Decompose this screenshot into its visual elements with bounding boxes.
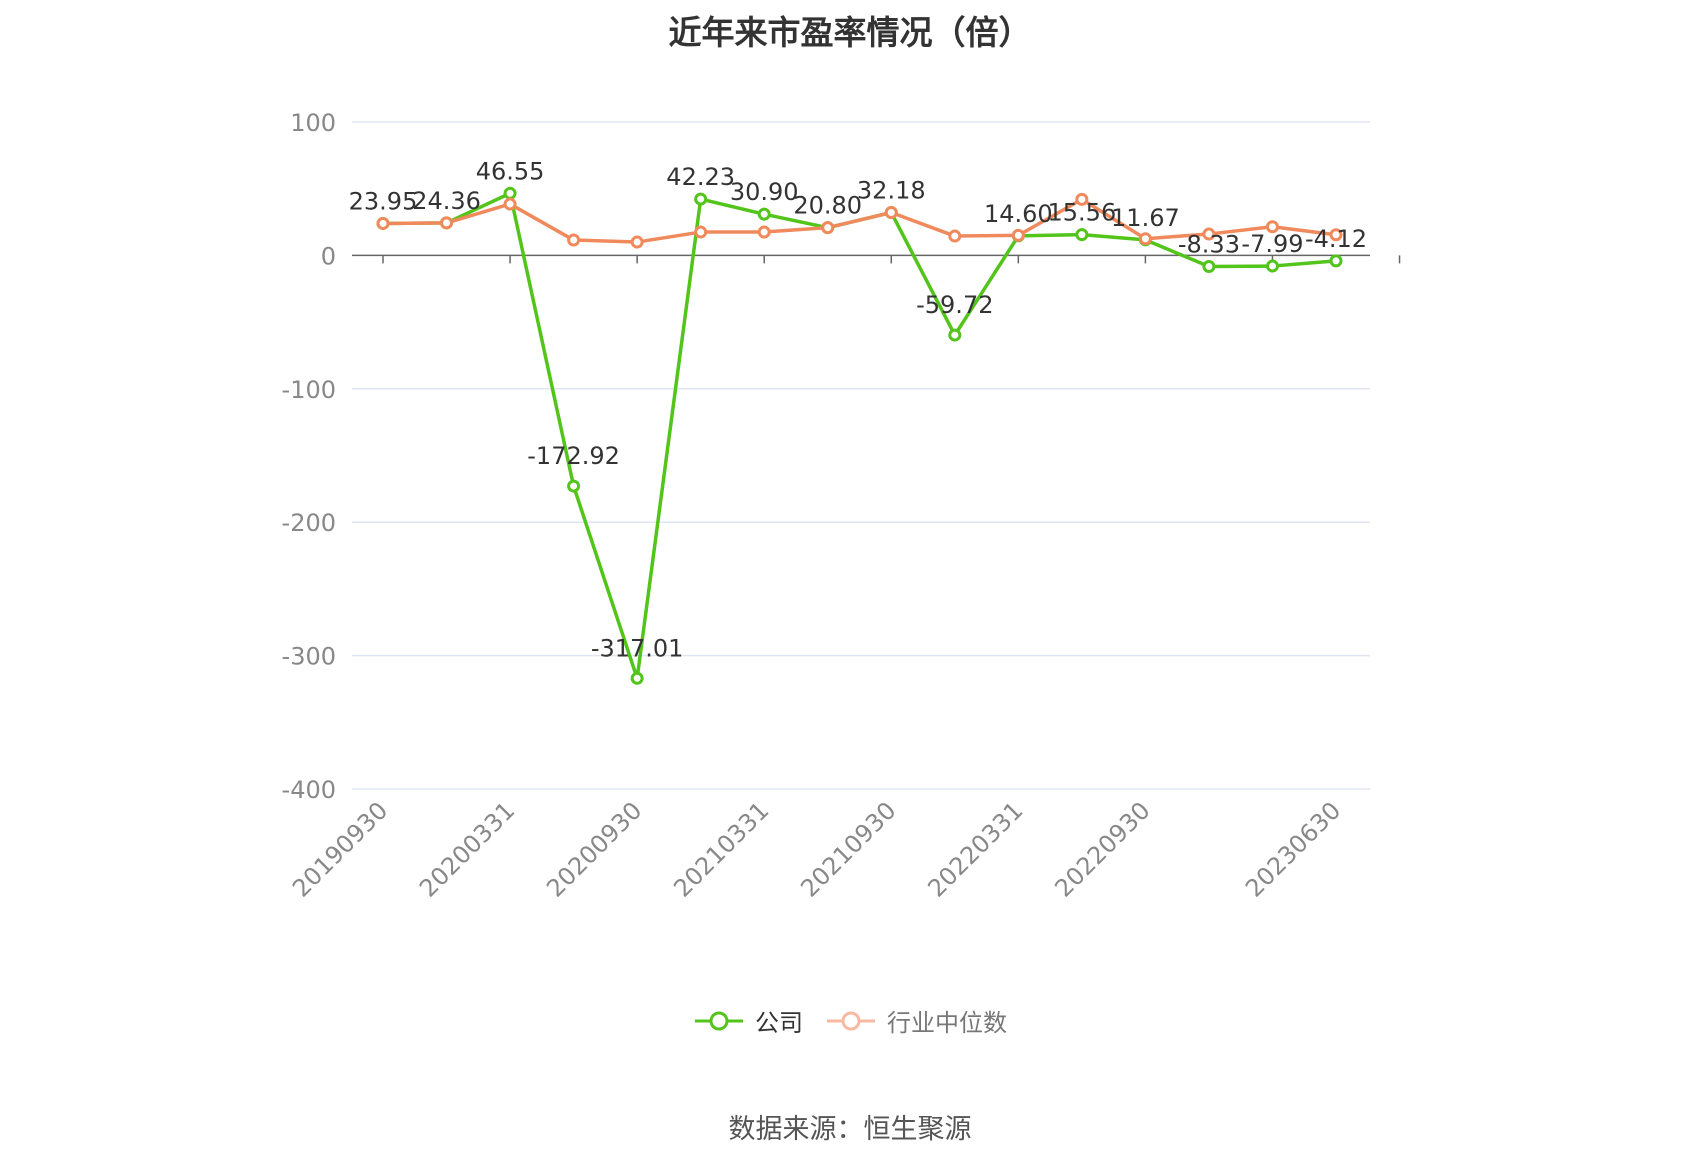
x-tick-label: 20220930 [1049,796,1155,902]
legend-item-company[interactable]: 公司 [693,1003,803,1038]
legend-item-industry[interactable]: 行业中位数 [825,1003,1007,1038]
company-point [567,479,581,493]
industry-point [757,225,771,239]
industry-point [567,233,581,247]
company-data-label: -59.72 [916,291,993,319]
data-source-note: 数据来源：恒生聚源 [728,1114,972,1145]
y-tick-label: -100 [282,376,336,404]
company-data-label: 23.95 [349,187,418,215]
legend-line-circle-icon [827,1011,875,1030]
company-data-label: 11.67 [1111,204,1180,232]
industry-point [1011,228,1025,242]
series-company-line [382,191,1337,681]
x-tick-label: 20190930 [287,796,393,902]
industry-point [1329,228,1343,242]
company-data-label: -172.92 [527,442,620,470]
company-data-label: 42.23 [666,163,735,191]
industry-point [948,229,962,243]
x-tick-label: 20200930 [541,796,647,902]
company-point [503,186,517,200]
x-tick-label: 20210331 [668,796,774,902]
company-data-label: 14.60 [984,200,1053,228]
industry-point [884,205,898,219]
industry-point [1265,220,1279,234]
company-point [1329,254,1343,268]
x-tick-label: 20200331 [414,796,520,902]
industry-point [1075,192,1089,206]
series-industry-line [382,197,1337,244]
company-point [948,328,962,342]
industry-point [503,197,517,211]
industry-point [376,216,390,230]
y-tick-label: -400 [282,776,336,804]
company-point [1265,259,1279,273]
company-data-label: 46.55 [476,157,545,185]
industry-point [630,235,644,249]
industry-point [1202,227,1216,241]
industry-point [694,225,708,239]
company-point [694,192,708,206]
company-data-label: 20.80 [793,192,862,220]
y-tick-label: -200 [282,509,336,537]
company-data-label: 32.18 [857,176,926,204]
industry-point [821,221,835,235]
legend-label-company: 公司 [755,1009,803,1037]
industry-point [1138,232,1152,246]
company-point [630,671,644,685]
company-data-label: 30.90 [730,178,799,206]
company-point [1202,260,1216,274]
company-point [757,207,771,221]
company-data-label: 24.36 [412,187,481,215]
x-tick-label: 20220331 [922,796,1028,902]
company-data-label: -7.99 [1241,230,1303,258]
x-tick-label: 20230630 [1240,796,1346,902]
company-data-label: -8.33 [1178,231,1240,259]
y-tick-label: 0 [321,242,336,270]
y-tick-label: 100 [290,109,336,137]
company-point [1075,228,1089,242]
company-data-label: -4.12 [1305,225,1367,253]
industry-point [440,216,454,230]
legend-label-industry: 行业中位数 [887,1009,1007,1037]
company-data-label: 15.56 [1048,199,1117,227]
legend-line-circle-icon [695,1011,743,1030]
chart-legend: 公司 行业中位数 [0,1003,1700,1038]
chart-title: 近年来市盈率情况（倍） [668,13,1032,52]
company-data-label: -317.01 [591,634,684,662]
y-tick-label: -300 [282,643,336,671]
x-tick-label: 20210930 [795,796,901,902]
